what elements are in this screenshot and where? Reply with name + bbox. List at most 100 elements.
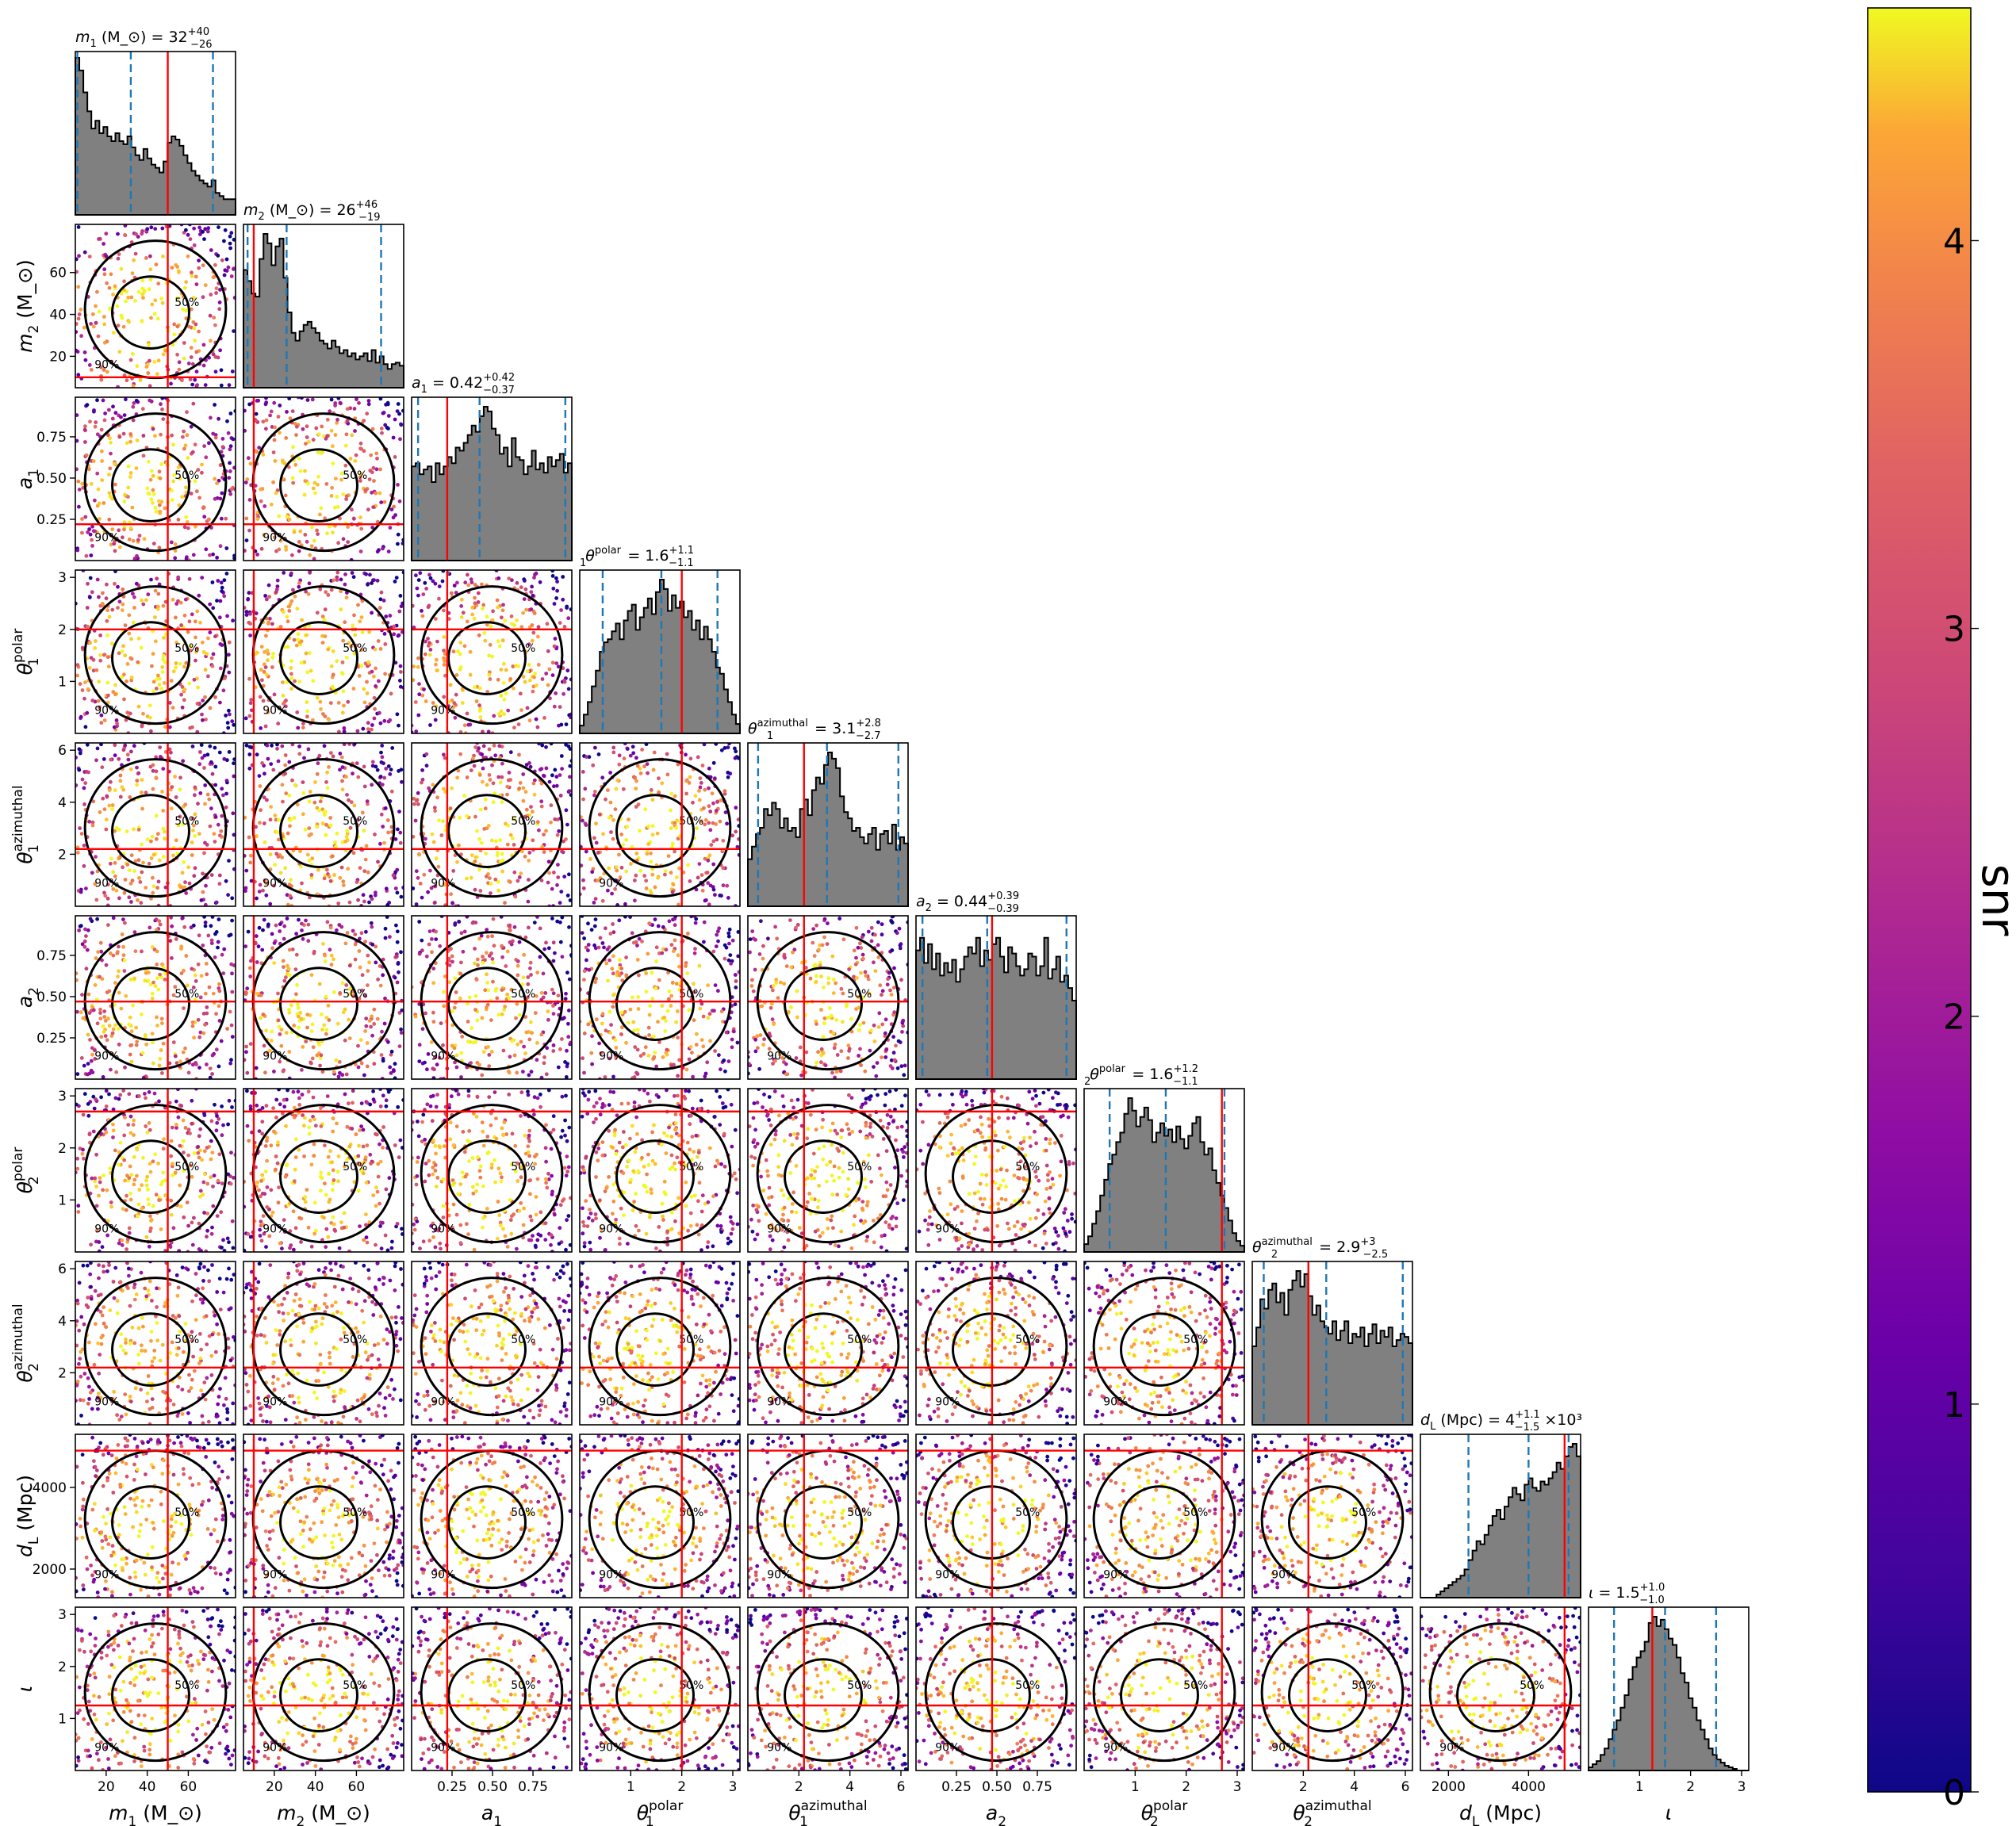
sample-point [480,752,484,756]
sample-point [435,657,439,662]
scatter-points-m2-a2: 90%50% [243,916,404,1079]
y-tick-label: 0.25 [36,1031,67,1047]
sample-point [281,458,285,463]
sample-point [344,595,349,600]
scatter-points-theta1az-a2: 90%50% [748,916,908,1079]
sample-point [268,852,273,856]
sample-point [156,987,161,992]
sample-point [607,815,611,820]
sample-point [113,743,117,748]
sample-point [517,1013,522,1017]
sample-point [305,670,310,675]
sample-point [715,800,719,804]
sample-point [374,764,378,769]
sample-point [510,1039,515,1043]
sample-point [723,1069,727,1074]
sample-point [369,921,374,925]
sample-point [102,418,107,423]
sample-point [170,498,174,502]
sample-point [708,828,713,833]
sample-point [454,990,458,994]
sample-point [255,896,259,901]
sample-point [516,722,521,726]
sample-point [204,718,208,722]
sample-point [82,325,86,330]
sample-point [703,856,707,861]
sample-point [326,1003,331,1008]
sample-point [131,591,135,596]
sample-point [523,935,528,940]
sample-point [644,743,649,747]
scatter-panel-m1-a1: 90%50%0.250.500.75 [36,396,236,561]
sample-point [108,951,113,955]
sample-point [647,1033,651,1037]
sample-point [280,744,285,748]
sample-point [647,921,652,925]
sample-point [333,401,338,405]
sample-point [789,1005,793,1009]
sample-point [839,986,844,991]
sample-point [443,659,447,664]
sample-point [605,947,610,951]
sample-point [886,977,890,982]
sample-point [261,419,266,424]
sample-point [248,701,253,706]
sample-point [362,449,366,454]
sample-point [558,940,563,944]
sample-point [456,649,460,653]
sample-point [156,673,160,678]
sample-point [117,599,122,604]
sample-point [339,401,343,406]
sample-point [113,683,117,687]
sample-point [247,966,252,970]
sample-point [617,753,622,758]
sample-point [218,348,222,353]
sample-point [517,752,521,757]
sample-point [496,1013,501,1017]
sample-point [362,764,366,769]
sample-point [254,652,258,656]
sample-point [82,250,87,255]
sample-point [185,433,190,438]
sample-point [669,791,674,796]
sample-point [96,950,101,954]
sample-point [324,822,328,827]
sample-point [110,607,115,612]
sample-point [367,900,371,905]
sample-point [217,982,221,986]
sample-point [288,894,293,898]
sample-point [481,603,486,607]
sample-point [382,718,387,723]
sample-point [590,1034,594,1039]
sample-point [477,633,481,637]
sample-point [75,851,80,855]
sample-point [527,851,532,855]
scatter-points-m1-m2: 90%50% [75,224,236,388]
sample-point [98,1011,102,1015]
sample-point [365,691,370,695]
sample-point [447,980,452,985]
sample-point [356,603,360,607]
sample-point [123,653,128,658]
sample-point [261,683,266,688]
sample-point [217,1019,222,1023]
sample-point [217,416,220,421]
sample-point [834,1018,839,1022]
sample-point [145,227,150,232]
sample-point [663,869,668,873]
sample-point [366,402,371,407]
sample-point [305,1025,309,1030]
sample-point [340,765,345,769]
sample-point [102,272,107,277]
sample-point [539,990,544,995]
sample-point [204,455,209,460]
sample-point [611,836,615,841]
sample-point [320,424,324,429]
contour-label-50: 50% [679,988,703,1001]
sample-point [216,945,220,950]
sample-point [201,1031,206,1035]
sample-point [304,589,308,594]
sample-point [412,664,416,668]
sample-point [391,435,396,440]
sample-point [155,949,159,954]
